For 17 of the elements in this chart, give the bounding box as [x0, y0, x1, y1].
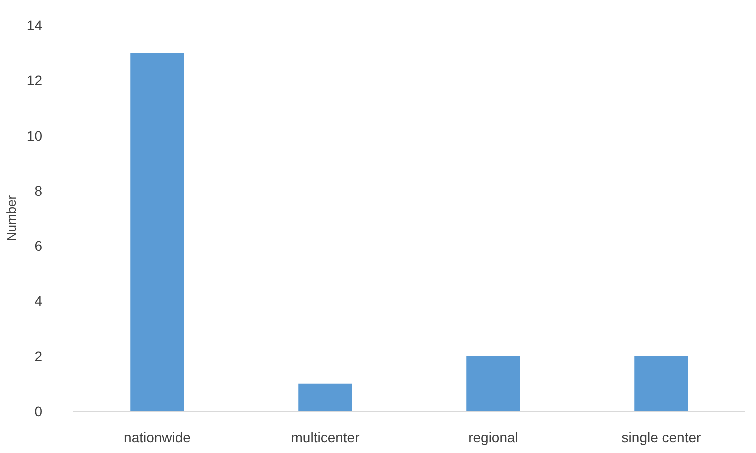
y-axis-title: Number: [4, 194, 19, 242]
bar: [298, 384, 352, 412]
y-tick-label: 0: [34, 404, 43, 420]
bar: [634, 356, 688, 412]
y-tick-label: 6: [34, 238, 43, 254]
x-tick-label: regional: [468, 430, 518, 446]
bar: [466, 356, 520, 412]
y-tick-label: 8: [34, 182, 43, 199]
x-tick-label: single center: [622, 430, 702, 446]
y-tick-label: 10: [26, 128, 43, 144]
y-tick-label: 14: [26, 18, 43, 34]
x-tick-label: nationwide: [124, 430, 192, 446]
x-tick-label: multicenter: [291, 430, 360, 446]
bar: [130, 53, 184, 412]
y-tick-label: 12: [26, 72, 43, 89]
y-tick-label: 4: [34, 293, 43, 310]
y-tick-label: 2: [34, 348, 43, 364]
